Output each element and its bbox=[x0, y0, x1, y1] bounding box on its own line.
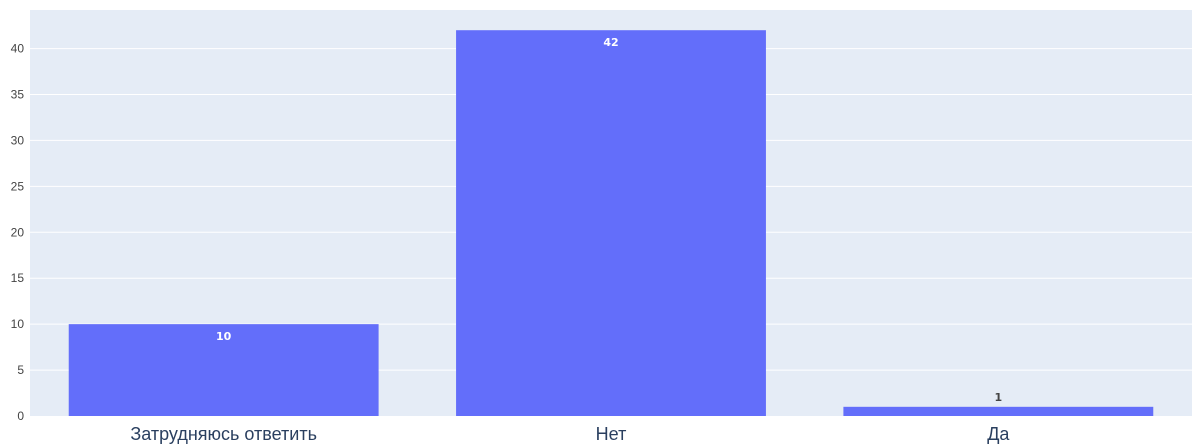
y-tick-label: 40 bbox=[11, 42, 25, 56]
bar bbox=[456, 30, 766, 417]
data-label: 1 bbox=[995, 391, 1003, 404]
y-tick-label: 20 bbox=[11, 225, 25, 239]
data-label: 10 bbox=[216, 330, 232, 343]
y-tick-label: 10 bbox=[11, 317, 25, 331]
y-tick-label: 35 bbox=[11, 88, 25, 102]
bar bbox=[68, 324, 379, 416]
bars bbox=[68, 30, 1154, 417]
y-tick-label: 15 bbox=[11, 271, 25, 285]
data-labels: 10 42 1 bbox=[216, 36, 1002, 404]
y-tick-label: 5 bbox=[17, 363, 24, 377]
y-tick-label: 30 bbox=[11, 133, 25, 147]
x-axis-ticks: Затрудняюсь ответить Нет Да bbox=[130, 424, 1010, 444]
y-tick-label: 25 bbox=[11, 179, 25, 193]
bar bbox=[843, 406, 1154, 416]
x-tick-label: Да bbox=[987, 424, 1010, 444]
y-tick-label: 0 bbox=[17, 409, 24, 423]
y-axis-ticks: 0 5 10 15 20 25 30 35 40 bbox=[11, 42, 25, 423]
data-label: 42 bbox=[603, 36, 618, 49]
x-tick-label: Нет bbox=[596, 424, 627, 444]
x-tick-label: Затрудняюсь ответить bbox=[130, 424, 317, 444]
